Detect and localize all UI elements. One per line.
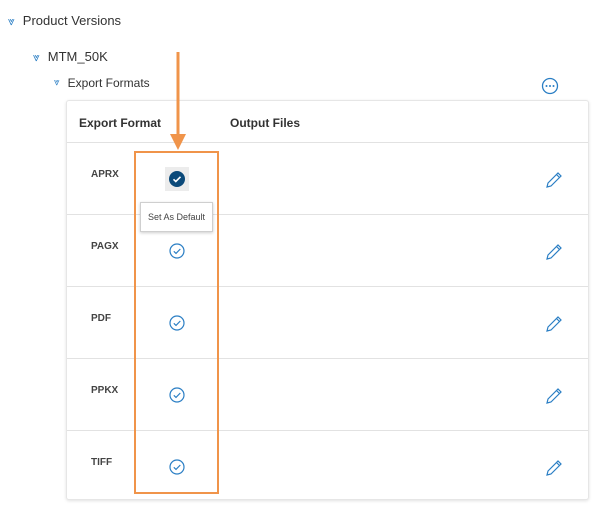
format-name: PPKX — [91, 385, 119, 396]
default-check-icon[interactable] — [165, 167, 189, 191]
table-row: PAGX — [67, 215, 588, 287]
tree-label: Export Formats — [67, 76, 150, 90]
set-default-check-icon[interactable] — [169, 459, 185, 475]
tree-product-versions[interactable]: ⩔ Product Versions — [8, 13, 121, 28]
table-header: Export Format Output Files — [67, 101, 588, 143]
format-name: PAGX — [91, 241, 119, 252]
tooltip: Set As Default — [140, 202, 213, 232]
column-output-files: Output Files — [230, 116, 300, 130]
tree-mtm-50k[interactable]: ⩔ MTM_50K — [33, 49, 108, 64]
table-row: PPKX — [67, 359, 588, 431]
set-default-check-icon[interactable] — [169, 387, 185, 403]
pencil-icon[interactable] — [545, 171, 563, 189]
annotation-arrow — [170, 52, 186, 150]
more-options-icon[interactable] — [541, 77, 559, 95]
highlight-box — [134, 151, 219, 494]
chevron-double-down-icon[interactable]: ⩔ — [33, 49, 40, 64]
table-row: PDF — [67, 287, 588, 359]
tree-label: MTM_50K — [47, 49, 108, 64]
pencil-icon[interactable] — [545, 243, 563, 261]
chevron-double-down-icon[interactable]: ⩔ — [54, 77, 60, 88]
pencil-icon[interactable] — [545, 459, 563, 477]
chevron-double-down-icon[interactable]: ⩔ — [8, 13, 15, 28]
tree-label: Product Versions — [22, 13, 122, 28]
export-formats-table: Export Format Output Files APRX PAGX PDF… — [66, 100, 589, 500]
pencil-icon[interactable] — [545, 387, 563, 405]
table-row: APRX — [67, 143, 588, 215]
tree-export-formats[interactable]: ⩔ Export Formats — [54, 76, 150, 90]
column-export-format: Export Format — [79, 116, 162, 130]
set-default-check-icon[interactable] — [169, 315, 185, 331]
format-name: APRX — [91, 169, 119, 180]
pencil-icon[interactable] — [545, 315, 563, 333]
set-default-check-icon[interactable] — [169, 243, 185, 259]
format-name: TIFF — [91, 457, 113, 468]
format-name: PDF — [91, 313, 111, 324]
table-row: TIFF — [67, 431, 588, 503]
